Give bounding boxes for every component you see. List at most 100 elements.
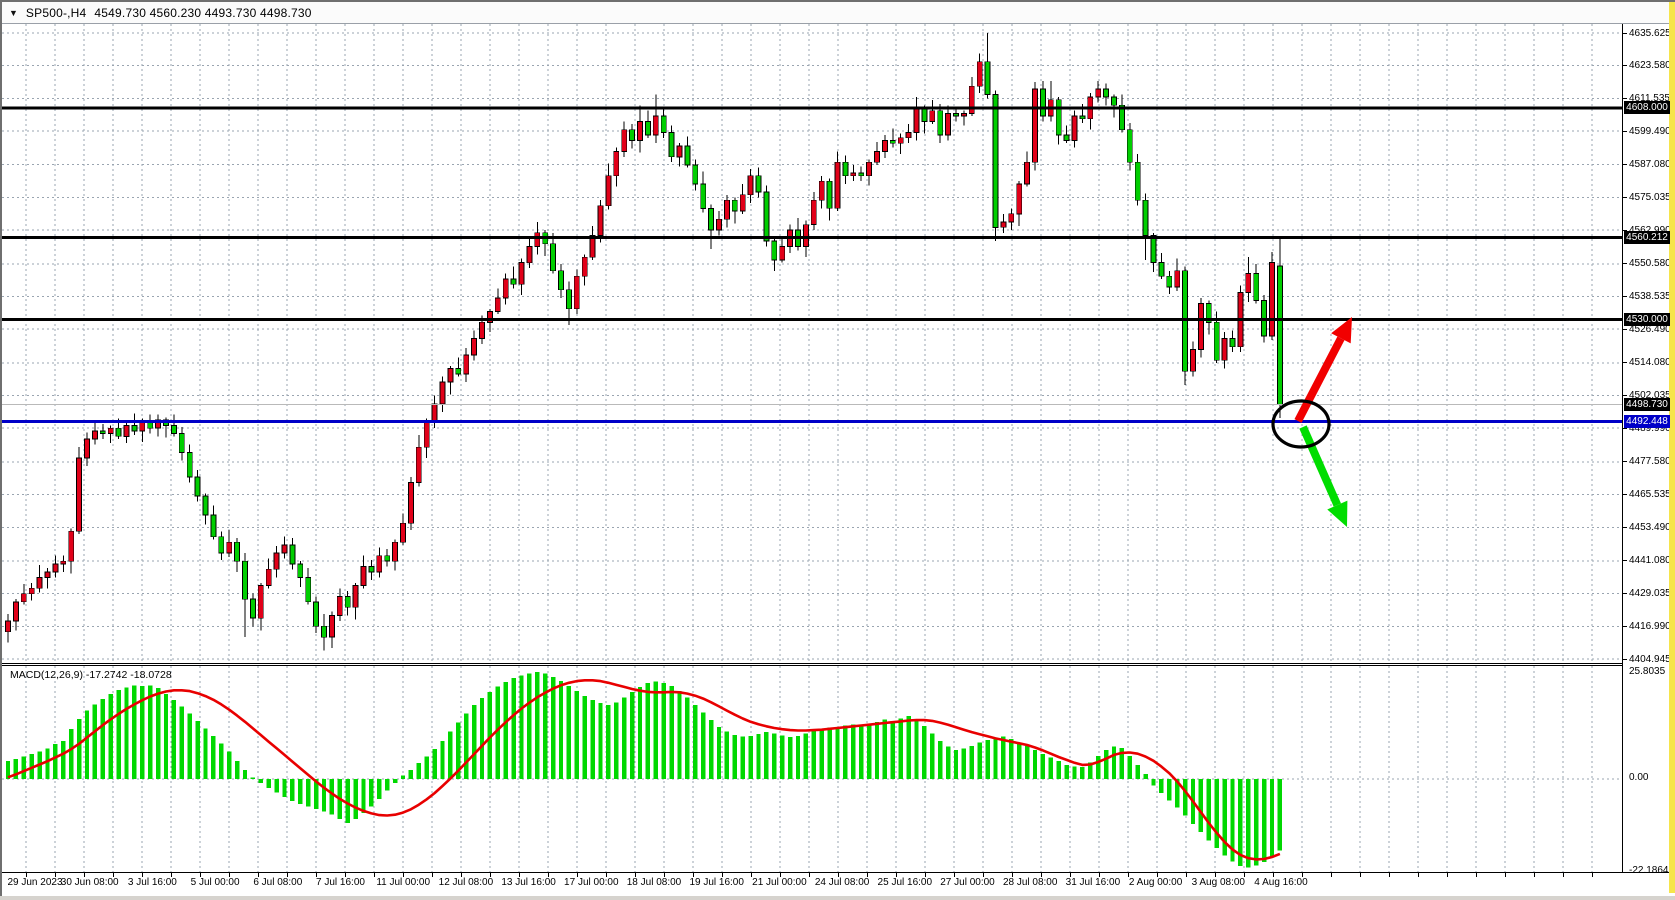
candle-bull	[68, 530, 75, 562]
candle-bull	[518, 262, 525, 285]
time-tick-mark	[432, 873, 433, 877]
candle-bear	[1134, 161, 1141, 201]
price-tick-mark	[1623, 130, 1627, 132]
candle-bull	[502, 278, 509, 299]
candle-bull	[92, 430, 98, 440]
panel-separator[interactable]	[2, 663, 1622, 664]
candle-bull	[1198, 302, 1204, 350]
candle-bear	[1111, 96, 1117, 106]
candle-bear	[242, 560, 248, 600]
price-tick-mark	[1623, 65, 1627, 67]
time-label: 13 Jul 16:00	[501, 877, 556, 888]
candle-bear	[1142, 199, 1149, 236]
time-tick-mark	[1418, 873, 1419, 877]
candle-bull	[976, 61, 983, 87]
macd-tick-label: -22.1864	[1629, 864, 1669, 876]
candle-bear	[755, 175, 762, 193]
candle-bull	[589, 235, 596, 258]
price-tick-label: 4611.535	[1629, 92, 1670, 104]
chart-titlebar: ▼ SP500-,H4 4549.730 4560.230 4493.730 4…	[2, 2, 1669, 24]
time-tick-mark	[26, 873, 27, 877]
candle-bull	[439, 381, 446, 405]
symbol-dropdown-icon[interactable]: ▼	[9, 7, 18, 18]
candle-bull	[739, 194, 746, 212]
candle-bear	[842, 161, 849, 177]
candle-bull	[526, 245, 533, 264]
time-tick-mark	[84, 873, 85, 877]
candle-bear	[629, 129, 635, 141]
time-label: 19 Jul 16:00	[689, 877, 744, 888]
candle-bull	[850, 172, 857, 177]
horizontal-levels	[2, 106, 1622, 423]
time-tick-mark	[1302, 873, 1303, 877]
candle-bear	[1103, 88, 1109, 98]
hline-price-badge-4560: 4560.212	[1624, 231, 1670, 245]
time-tick-mark	[780, 873, 781, 877]
time-tick-mark	[925, 873, 926, 877]
time-tick-mark	[838, 873, 839, 877]
candle-bull	[1032, 88, 1038, 163]
candle-bull	[328, 615, 335, 638]
time-tick-mark	[316, 873, 317, 877]
macd-tick-label: 25.8035	[1629, 665, 1666, 677]
candle-bull	[1095, 88, 1102, 98]
time-tick-mark	[1476, 873, 1477, 877]
candle-bear	[313, 601, 320, 627]
candle-bull	[637, 121, 643, 141]
candle-bull	[724, 199, 730, 220]
price-tick-mark	[1623, 461, 1627, 463]
price-tick-label: 4623.580	[1629, 60, 1671, 72]
candle-bear	[992, 94, 999, 228]
time-axis[interactable]: 29 Jun 2023 30 Jun 08:00 3 Jul 16:00 5 Jul …	[2, 872, 1669, 897]
candle-bull	[968, 85, 975, 114]
candle-bear	[660, 115, 667, 133]
candle-bear	[1166, 275, 1173, 288]
candle-bull	[573, 275, 580, 310]
time-tick-mark	[374, 873, 375, 877]
price-tick-mark	[1623, 328, 1627, 330]
bearish-arrow[interactable]	[1299, 425, 1348, 527]
candle-bull	[281, 544, 288, 554]
time-label: 11 Jul 00:00	[376, 877, 431, 888]
time-label: 21 Jul 00:00	[752, 877, 807, 888]
candle-bear	[937, 110, 944, 136]
bullish-arrow[interactable]	[1294, 317, 1352, 423]
main-chart-canvas[interactable]	[2, 24, 1622, 663]
price-circle-annotation[interactable]	[1271, 399, 1331, 449]
candle-bear	[668, 132, 675, 158]
candle-bull	[400, 522, 406, 543]
time-tick-mark	[954, 873, 955, 877]
time-label: 28 Jul 08:00	[1002, 877, 1058, 888]
price-tick-label: 4514.080	[1629, 357, 1671, 369]
window-border-bottom	[0, 896, 1675, 900]
candle-bull	[534, 232, 541, 247]
time-tick-mark	[171, 873, 172, 877]
candle-bear	[1079, 115, 1086, 120]
price-tick-label: 4599.490	[1629, 125, 1671, 137]
price-tick-label: 4538.535	[1629, 290, 1671, 302]
time-label: 27 Jul 00:00	[940, 877, 995, 888]
macd-indicator-canvas[interactable]	[2, 665, 1622, 873]
time-tick-mark	[1012, 873, 1013, 877]
candle-bear	[99, 430, 106, 434]
price-tick-mark	[1623, 395, 1627, 397]
hline-price-badge-4608: 4608.000	[1624, 101, 1670, 115]
candle-bull	[803, 224, 809, 247]
time-tick-mark	[1215, 873, 1216, 877]
candlestick-series	[5, 33, 1283, 651]
time-tick-mark	[1447, 873, 1448, 877]
time-label: 29 Jun 2023	[7, 877, 63, 888]
candle-bull	[76, 457, 82, 532]
candle-bear	[321, 625, 327, 638]
price-tick-mark	[1623, 295, 1627, 297]
price-tick-label: 4429.035	[1629, 588, 1671, 600]
candle-bull	[463, 354, 470, 375]
time-tick-mark	[664, 873, 665, 877]
price-axis[interactable]: 4608.000 4560.212 4530.000 4498.730 4492…	[1623, 24, 1675, 876]
candle-bear	[566, 289, 572, 310]
time-tick-mark	[809, 873, 810, 877]
candle-bull	[897, 137, 904, 144]
candle-bull	[273, 552, 280, 570]
candle-bull	[28, 587, 35, 595]
time-tick-mark	[287, 873, 288, 877]
